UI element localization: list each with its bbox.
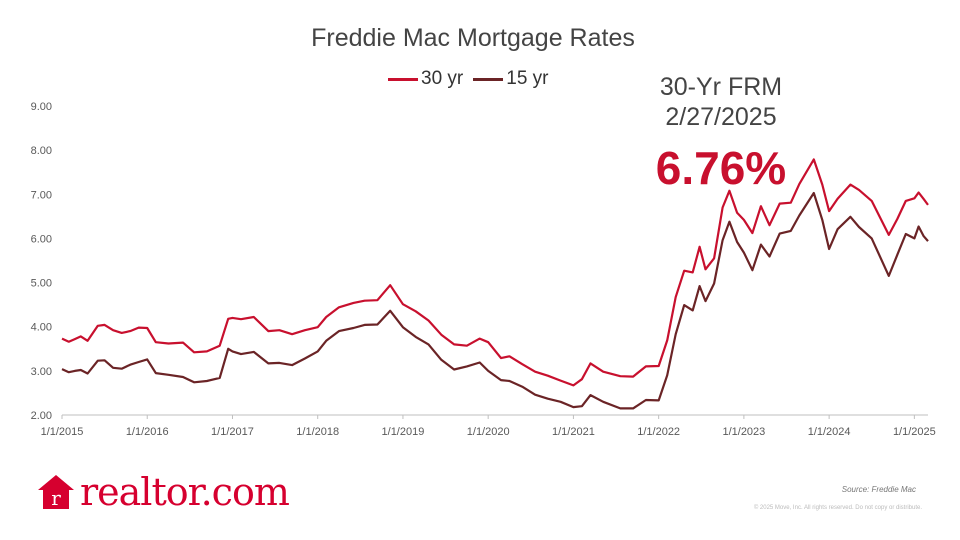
x-tick-label: 1/1/2024	[808, 426, 851, 438]
x-axis: 1/1/2015 1/1/2016 1/1/2017 1/1/2018 1/1/2019…	[41, 415, 936, 438]
legend-swatch-15yr	[473, 77, 504, 81]
rate-callout: 30-Yr FRM 2/27/2025 6.76%	[600, 72, 842, 196]
x-tick-label: 1/1/2015	[41, 426, 84, 438]
svg-text:r: r	[51, 486, 61, 510]
series-layer	[61, 158, 929, 410]
legend-label-30yr: 30 yr	[421, 68, 464, 89]
y-tick-label: 8.00	[31, 145, 52, 157]
y-tick-label: 3.00	[31, 366, 52, 378]
legend-label-15yr: 15 yr	[506, 68, 549, 89]
house-r-logo-icon: r	[38, 475, 74, 510]
x-tick-label: 1/1/2021	[552, 426, 595, 438]
y-tick-label: 6.00	[31, 233, 52, 245]
series-line-30yr	[61, 158, 929, 387]
y-tick-label: 4.00	[31, 322, 52, 334]
realtor-logo: r realtor.com	[36, 470, 290, 514]
source-note: Source: Freddie Mac	[841, 485, 916, 494]
chart-title: Freddie Mac Mortgage Rates	[311, 24, 635, 52]
copyright-note: © 2025 Move, Inc. All rights reserved. D…	[753, 505, 922, 511]
series-line-15yr	[61, 191, 929, 410]
x-tick-label: 1/1/2020	[467, 426, 510, 438]
callout-value: 6.76%	[655, 142, 787, 194]
x-tick-label: 1/1/2018	[296, 426, 339, 438]
x-tick-label: 1/1/2017	[211, 426, 254, 438]
x-tick-label: 1/1/2016	[126, 426, 169, 438]
x-tick-label: 1/1/2019	[382, 426, 425, 438]
brand-wordmark: realtor.com	[80, 470, 290, 514]
legend-item-30yr: 30 yr	[388, 68, 463, 90]
y-tick-label: 2.00	[31, 410, 52, 422]
callout-date: 2/27/2025	[665, 103, 777, 131]
x-tick-label: 1/1/2023	[722, 426, 765, 438]
y-tick-label: 5.00	[31, 278, 52, 290]
chart-legend: 30 yr 15 yr	[388, 68, 559, 90]
x-tick-label: 1/1/2022	[637, 426, 680, 438]
callout-label: 30-Yr FRM	[659, 73, 783, 101]
y-tick-label: 7.00	[31, 189, 52, 201]
legend-item-15yr: 15 yr	[473, 68, 549, 90]
y-axis: 2.00 3.00 4.00 5.00 6.00 7.00 8.00 9.00	[31, 101, 928, 422]
legend-swatch-30yr	[388, 77, 418, 81]
y-tick-label: 9.00	[31, 101, 52, 113]
x-tick-label: 1/1/2025	[893, 426, 936, 438]
